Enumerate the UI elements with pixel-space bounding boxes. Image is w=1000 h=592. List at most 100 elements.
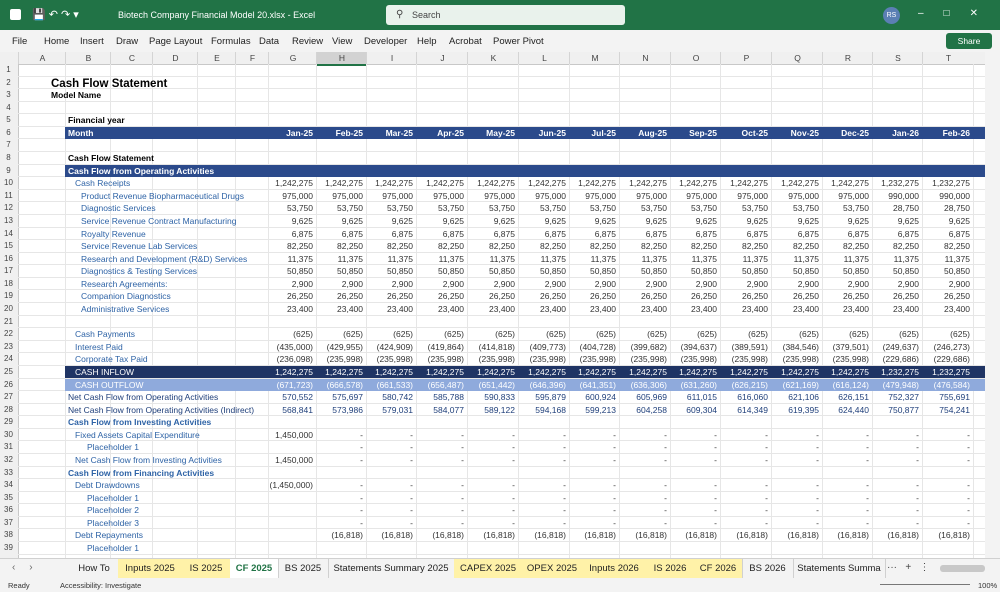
row-number[interactable]: 9: [6, 165, 11, 175]
sheet-tab[interactable]: OPEX 2025: [522, 559, 583, 578]
row-number[interactable]: 39: [4, 543, 13, 553]
column-header[interactable]: R: [822, 52, 873, 64]
row-number[interactable]: 25: [4, 366, 13, 376]
row-number[interactable]: 14: [4, 228, 13, 238]
row-number[interactable]: 34: [4, 480, 13, 490]
row-number[interactable]: 37: [4, 517, 13, 527]
zoom-slider[interactable]: [880, 584, 970, 585]
row-number[interactable]: 36: [4, 505, 13, 515]
vertical-scrollbar[interactable]: [985, 52, 1000, 558]
sheet-tab[interactable]: IS 2026: [646, 559, 695, 578]
sheet-tab[interactable]: Statements Summa: [793, 559, 886, 578]
column-header[interactable]: P: [720, 52, 772, 64]
row-number[interactable]: 38: [4, 530, 13, 540]
column-header[interactable]: E: [197, 52, 236, 64]
menu-item[interactable]: View: [332, 36, 353, 47]
status-accessibility[interactable]: Accessibility: Investigate: [60, 581, 142, 590]
sheet-tab[interactable]: BS 2026: [742, 559, 794, 578]
row-number[interactable]: 13: [4, 215, 13, 225]
column-header[interactable]: J: [416, 52, 468, 64]
row-number[interactable]: 26: [4, 379, 13, 389]
menu-item[interactable]: Power Pivot: [493, 36, 544, 47]
column-header[interactable]: N: [619, 52, 671, 64]
row-number[interactable]: 18: [4, 278, 13, 288]
row-label: Placeholder 1: [87, 543, 139, 554]
row-number[interactable]: 27: [4, 392, 13, 402]
cell-value: 1,242,275: [375, 178, 413, 189]
menu-item[interactable]: Draw: [116, 36, 139, 47]
menu-item[interactable]: Insert: [80, 36, 104, 47]
row-number[interactable]: 1: [6, 65, 11, 74]
column-header[interactable]: B: [65, 52, 111, 64]
row-number[interactable]: 31: [4, 442, 13, 452]
sheet-tab[interactable]: Inputs 2025: [118, 559, 183, 578]
share-button[interactable]: Share: [946, 33, 992, 49]
menu-item[interactable]: Home: [44, 36, 70, 47]
column-header[interactable]: H: [316, 52, 367, 66]
row-number[interactable]: 4: [6, 102, 11, 112]
menu-item[interactable]: Formulas: [211, 36, 251, 47]
menu-item[interactable]: Review: [292, 36, 324, 47]
row-number[interactable]: 35: [4, 492, 13, 502]
cell-value: 975,000: [788, 190, 819, 201]
row-number[interactable]: 33: [4, 467, 13, 477]
column-header[interactable]: O: [670, 52, 721, 64]
column-header[interactable]: C: [110, 52, 153, 64]
row-number[interactable]: 29: [4, 417, 13, 427]
row-number[interactable]: 16: [4, 253, 13, 263]
column-header[interactable]: G: [268, 52, 317, 64]
row-number[interactable]: 19: [4, 291, 13, 301]
menu-item[interactable]: Help: [417, 36, 437, 47]
row-number[interactable]: 22: [4, 329, 13, 339]
search-box[interactable]: ⚲ Search: [386, 5, 625, 25]
sheet-tab[interactable]: IS 2025: [182, 559, 231, 578]
row-number[interactable]: 21: [4, 316, 13, 326]
sheet-tab[interactable]: CF 2025: [230, 559, 279, 580]
column-header[interactable]: T: [922, 52, 974, 64]
column-header[interactable]: D: [152, 52, 198, 64]
row-number[interactable]: 32: [4, 454, 13, 464]
sheet-tab[interactable]: Inputs 2026: [582, 559, 647, 578]
row-number[interactable]: 5: [6, 115, 11, 125]
row-number[interactable]: 30: [4, 429, 13, 439]
column-header[interactable]: A: [18, 52, 66, 64]
menu-item[interactable]: Page Layout: [149, 36, 203, 47]
row-number[interactable]: 7: [6, 140, 11, 150]
column-header[interactable]: K: [467, 52, 519, 64]
tab-scroll-arrows[interactable]: ‹ ›: [12, 562, 33, 573]
row-number[interactable]: 11: [4, 190, 13, 200]
sheet-tab[interactable]: CAPEX 2025: [454, 559, 523, 578]
column-header[interactable]: Q: [771, 52, 823, 64]
sheet-tab[interactable]: Statements Summary 2025: [328, 559, 455, 578]
row-number[interactable]: 8: [6, 153, 11, 163]
cell-value: -: [360, 505, 363, 516]
row-number[interactable]: 3: [6, 90, 11, 100]
column-header[interactable]: F: [235, 52, 269, 64]
row-number[interactable]: 10: [4, 178, 13, 188]
column-header[interactable]: I: [366, 52, 417, 64]
column-header[interactable]: S: [872, 52, 923, 64]
row-number[interactable]: 20: [4, 304, 13, 314]
menu-item[interactable]: Acrobat: [449, 36, 482, 47]
row-number[interactable]: 17: [4, 266, 13, 276]
row-number[interactable]: 6: [6, 127, 11, 137]
row-number[interactable]: 24: [4, 354, 13, 364]
row-number[interactable]: 12: [4, 203, 13, 213]
sheet-tab[interactable]: CF 2026: [694, 559, 743, 578]
row-number[interactable]: 23: [4, 341, 13, 351]
tab-more-add[interactable]: ··· + ⋮: [887, 562, 930, 573]
row-number[interactable]: 2: [6, 77, 11, 87]
menu-item[interactable]: Data: [259, 36, 280, 47]
column-header[interactable]: L: [518, 52, 570, 64]
cell-value: (235,998): [630, 354, 667, 365]
sheet-tab[interactable]: BS 2025: [278, 559, 329, 578]
window-controls[interactable]: –□✕: [918, 8, 998, 19]
user-avatar[interactable]: RS: [883, 7, 900, 24]
row-number[interactable]: 28: [4, 404, 13, 414]
menu-item[interactable]: Developer: [364, 36, 408, 47]
row-number[interactable]: 15: [4, 241, 13, 251]
menu-item[interactable]: File: [12, 36, 28, 47]
column-header[interactable]: M: [569, 52, 620, 64]
sheet-tab[interactable]: How To: [70, 559, 119, 578]
horizontal-scrollbar[interactable]: [940, 565, 985, 572]
